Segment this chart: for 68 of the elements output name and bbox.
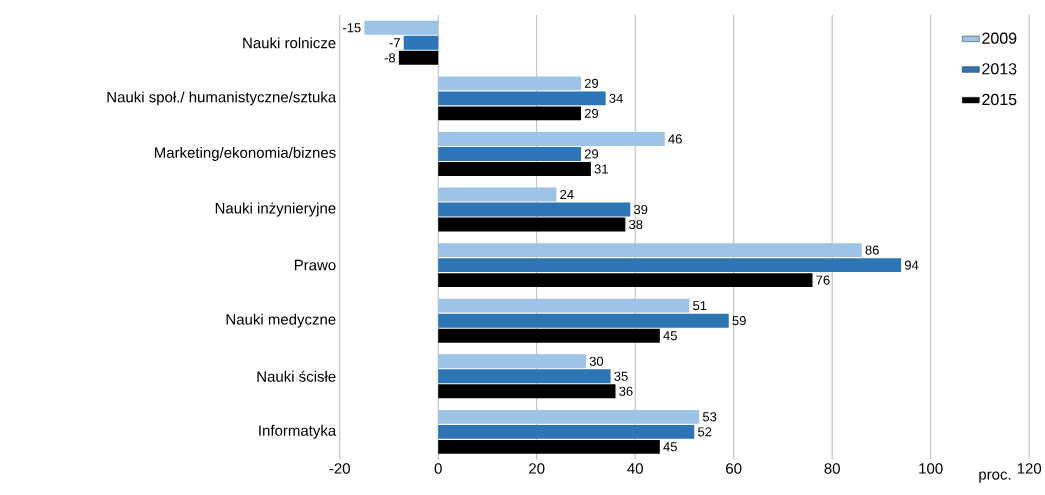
data-label: 53 <box>702 412 717 422</box>
bar <box>438 440 660 454</box>
data-label: 46 <box>668 134 682 144</box>
bar <box>403 36 439 50</box>
bar <box>438 202 631 217</box>
y-tick-label: Prawo <box>294 260 336 271</box>
x-tick-label: 40 <box>627 463 643 474</box>
y-tick-label: Informatyka <box>259 425 337 440</box>
bar <box>438 258 902 273</box>
data-label: 51 <box>693 301 707 311</box>
x-tick-label: 0 <box>434 463 442 474</box>
bar <box>438 328 660 343</box>
x-tick-label: -20 <box>329 463 350 474</box>
bar <box>438 132 665 147</box>
data-label: 36 <box>619 386 633 397</box>
data-label: 94 <box>904 260 919 270</box>
y-tick-label: Marketing/ekonomia/biznes <box>154 147 336 162</box>
data-label: -15 <box>342 23 361 33</box>
data-label: -8 <box>384 53 396 63</box>
data-label: 59 <box>732 316 746 326</box>
bar <box>438 91 606 106</box>
data-label: 35 <box>614 371 628 382</box>
bar <box>438 106 582 121</box>
data-label: 29 <box>584 78 599 89</box>
data-label: 39 <box>633 205 648 215</box>
bar <box>438 217 626 232</box>
bar <box>438 354 586 369</box>
bar <box>438 298 690 313</box>
legend-label: 2009 <box>982 32 1017 45</box>
data-label: 31 <box>594 164 608 174</box>
data-label: -7 <box>389 38 400 48</box>
bar <box>438 187 557 202</box>
data-label: 45 <box>663 331 677 341</box>
data-label: 76 <box>816 275 830 285</box>
x-tick-label: 100 <box>919 463 943 474</box>
bar <box>438 425 695 439</box>
bar <box>364 21 439 35</box>
legend-label: 2015 <box>982 94 1017 106</box>
bar <box>438 243 862 258</box>
y-tick-label: Nauki ścisłe <box>257 370 336 383</box>
data-label: 29 <box>584 108 599 119</box>
y-tick-label: Nauki medyczne <box>226 313 336 328</box>
bar <box>438 147 582 162</box>
data-label: 30 <box>589 356 604 367</box>
bar <box>438 162 591 177</box>
bar <box>398 51 439 65</box>
data-label: 34 <box>609 93 623 104</box>
y-tick-label: Nauki inżynieryjne <box>215 202 336 217</box>
x-tick-label: 80 <box>824 463 840 474</box>
bar <box>438 410 700 424</box>
data-label: 52 <box>698 427 712 437</box>
x-tick-label: 20 <box>529 463 545 474</box>
x-tick-label: 60 <box>726 463 742 474</box>
bar <box>438 384 616 399</box>
data-label: 38 <box>629 220 643 230</box>
data-label: 24 <box>560 190 574 200</box>
legend-label: 2013 <box>982 63 1017 75</box>
bar <box>438 76 582 91</box>
x-axis-title: proc. <box>979 471 1011 483</box>
y-tick-label: Nauki społ./ humanistyczne/sztuka <box>107 91 337 106</box>
data-label: 29 <box>584 149 599 159</box>
data-label: 45 <box>663 442 677 452</box>
bar <box>438 313 729 328</box>
data-label: 86 <box>865 245 879 255</box>
x-tick-label: 120 <box>1017 463 1042 474</box>
bar <box>438 273 813 288</box>
y-tick-label: Nauki rolnicze <box>243 37 336 49</box>
bar <box>438 369 611 384</box>
